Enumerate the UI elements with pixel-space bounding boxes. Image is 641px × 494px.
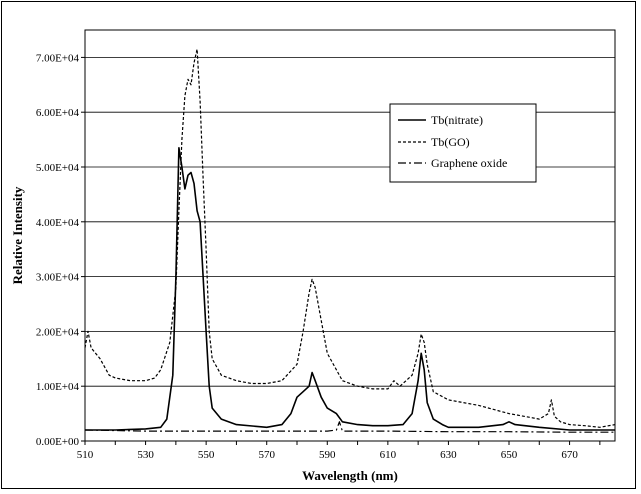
legend-label-tb-nitrate: Tb(nitrate): [431, 113, 483, 127]
plot-area-border: [84, 29, 616, 442]
chart-frame: [1, 1, 636, 489]
series-line-tb-nitrate: [85, 147, 615, 431]
legend-label-tb-go: Tb(GO): [431, 135, 470, 149]
y-tick-labels: 0.00E+00 1.00E+04 2.00E+04 3.00E+04 4.00E+04…: [36, 52, 80, 448]
y-tick-label: 7.00E+04: [36, 52, 80, 64]
y-tick-label: 3.00E+04: [36, 272, 80, 284]
series-lines: [84, 48, 616, 433]
x-tick-label: 590: [319, 449, 336, 461]
x-tick-label: 630: [440, 449, 457, 461]
y-tick-label: 0.00E+00: [36, 436, 80, 448]
y-axis-title: Relative Intensity: [10, 186, 25, 284]
legend: Tb(nitrate) Tb(GO) Graphene oxide: [389, 103, 537, 183]
y-tick-label: 5.00E+04: [36, 162, 80, 174]
legend-label-graphene-oxide: Graphene oxide: [431, 156, 507, 170]
x-tick-label: 670: [561, 449, 578, 461]
x-tick-label: 570: [258, 449, 275, 461]
x-tick-label: 650: [501, 449, 518, 461]
x-tick-labels: 510 530 550 570 590 610 630 650 670: [77, 449, 579, 461]
x-tick-label: 550: [198, 449, 215, 461]
series-line-tb-go: [84, 48, 616, 428]
y-tick-label: 1.00E+04: [36, 381, 80, 393]
y-tick-label: 2.00E+04: [36, 326, 80, 338]
x-tick-label: 510: [77, 449, 94, 461]
series-line-graphene-oxide: [84, 421, 615, 433]
x-axis-title: Wavelength (nm): [302, 468, 398, 483]
y-tick-label: 6.00E+04: [36, 107, 80, 119]
legend-box: [389, 103, 537, 183]
x-tick-label: 610: [380, 449, 397, 461]
y-tick-label: 4.00E+04: [36, 217, 80, 229]
x-tick-label: 530: [137, 449, 154, 461]
